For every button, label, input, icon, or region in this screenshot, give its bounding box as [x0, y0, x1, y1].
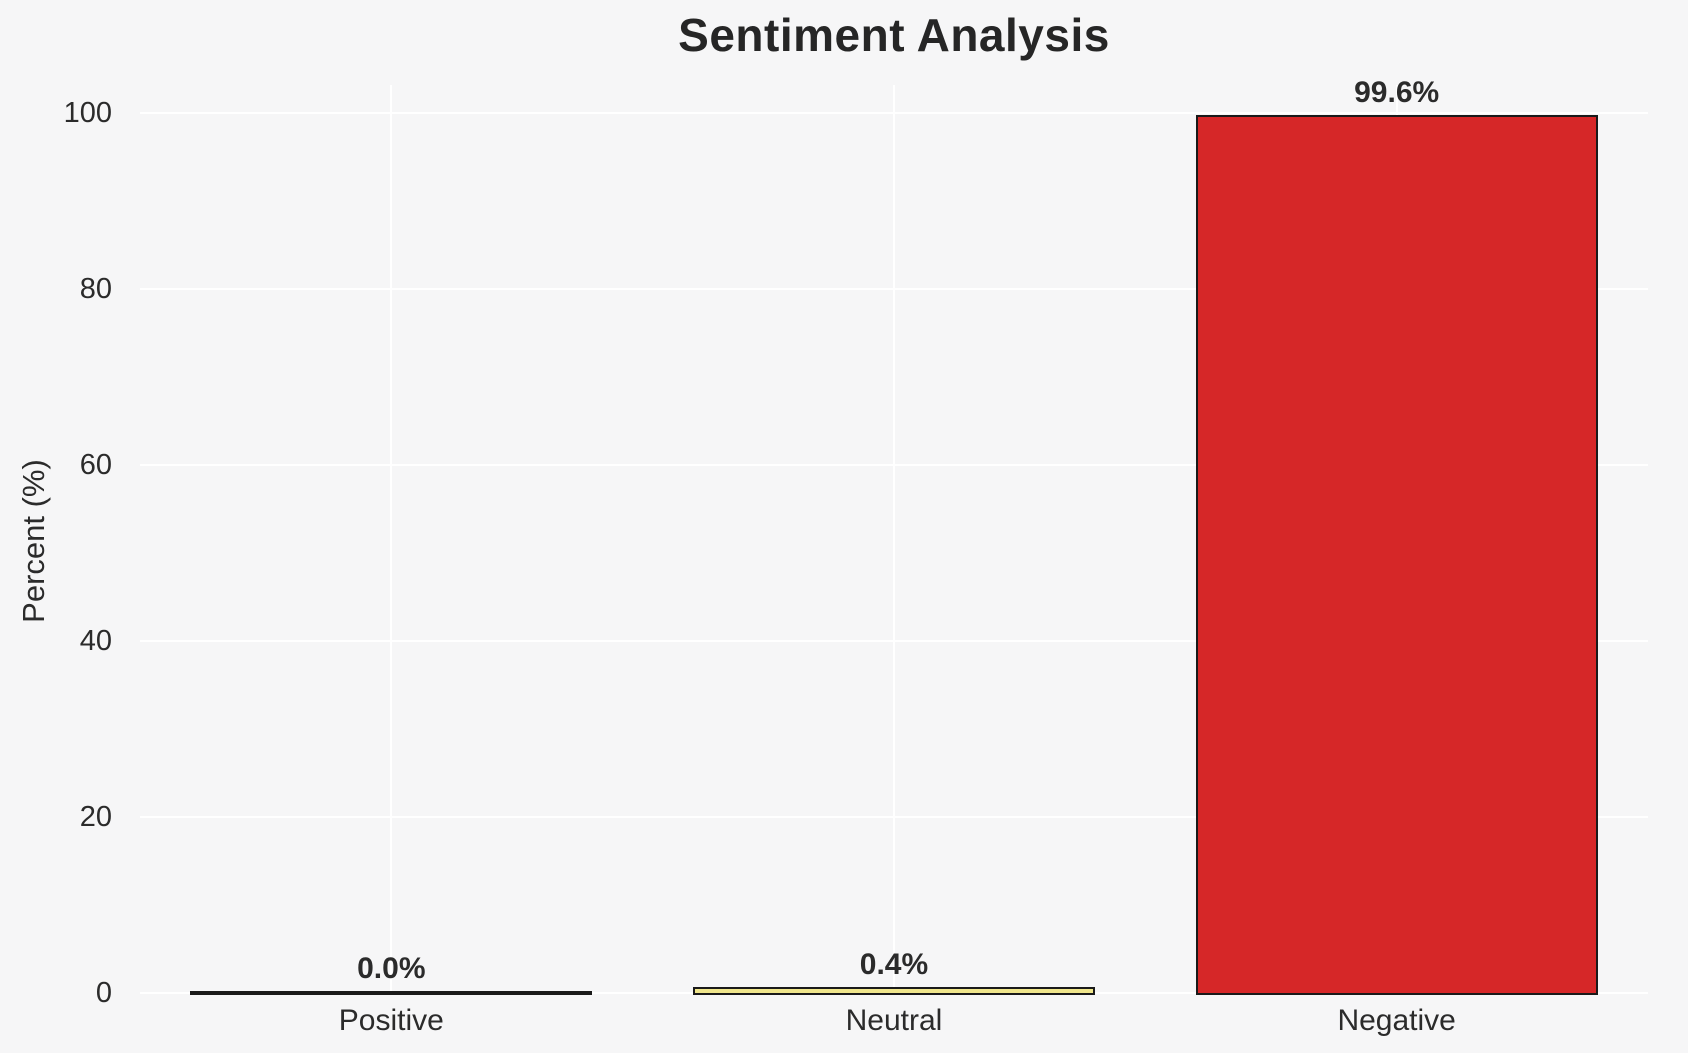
category-label-neutral: Neutral: [845, 1004, 943, 1037]
category-label-negative: Negative: [1337, 1004, 1456, 1037]
ytick-label-60: 60: [79, 449, 112, 482]
ytick-label-80: 80: [79, 273, 112, 306]
bar-neutral: [692, 987, 1096, 995]
v-gridline-positive: [390, 85, 393, 993]
bar-value-label-positive: 0.0%: [357, 952, 426, 985]
v-gridline-neutral: [893, 85, 895, 993]
bar-negative: [1195, 114, 1598, 995]
ytick-label-40: 40: [79, 625, 112, 658]
ytick-label-0: 0: [95, 977, 112, 1009]
bar-value-label-negative: 99.6%: [1354, 75, 1440, 109]
chart-title: Sentiment Analysis: [678, 9, 1110, 61]
bar-positive: [190, 991, 593, 995]
bar-value-label-neutral: 0.4%: [859, 948, 929, 982]
ytick-label-100: 100: [63, 97, 112, 130]
ytick-label-20: 20: [79, 801, 112, 834]
category-label-positive: Positive: [338, 1004, 444, 1037]
